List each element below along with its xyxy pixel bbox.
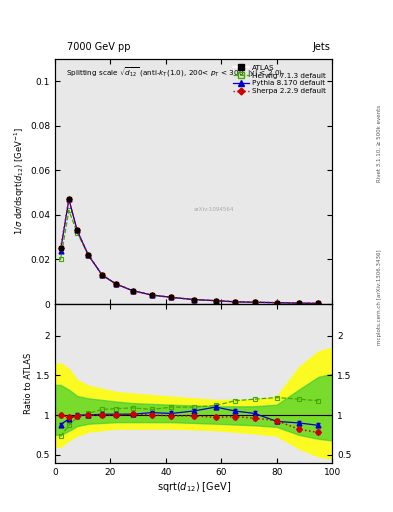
Text: mcplots.cern.ch [arXiv:1306.3436]: mcplots.cern.ch [arXiv:1306.3436] — [377, 249, 382, 345]
Y-axis label: 1/$\sigma$ d$\sigma$/dsqrt($d_{12}$) [GeV$^{-1}$]: 1/$\sigma$ d$\sigma$/dsqrt($d_{12}$) [Ge… — [13, 127, 27, 236]
Text: Jets: Jets — [312, 42, 330, 52]
X-axis label: sqrt($d_{12}$) [GeV]: sqrt($d_{12}$) [GeV] — [156, 480, 231, 494]
Legend: ATLAS, Herwig 7.1.3 default, Pythia 8.170 default, Sherpa 2.2.9 default: ATLAS, Herwig 7.1.3 default, Pythia 8.17… — [231, 62, 329, 96]
Text: Rivet 3.1.10, ≥ 500k events: Rivet 3.1.10, ≥ 500k events — [377, 105, 382, 182]
Y-axis label: Ratio to ATLAS: Ratio to ATLAS — [24, 353, 33, 414]
Text: Splitting scale $\sqrt{d_{12}}$ (anti-$k_T$(1.0), 200< $p_T$ < 300, |y| < 2.0): Splitting scale $\sqrt{d_{12}}$ (anti-$k… — [66, 66, 283, 80]
Text: 7000 GeV pp: 7000 GeV pp — [67, 42, 130, 52]
Text: arXiv:1094564: arXiv:1094564 — [194, 207, 234, 212]
